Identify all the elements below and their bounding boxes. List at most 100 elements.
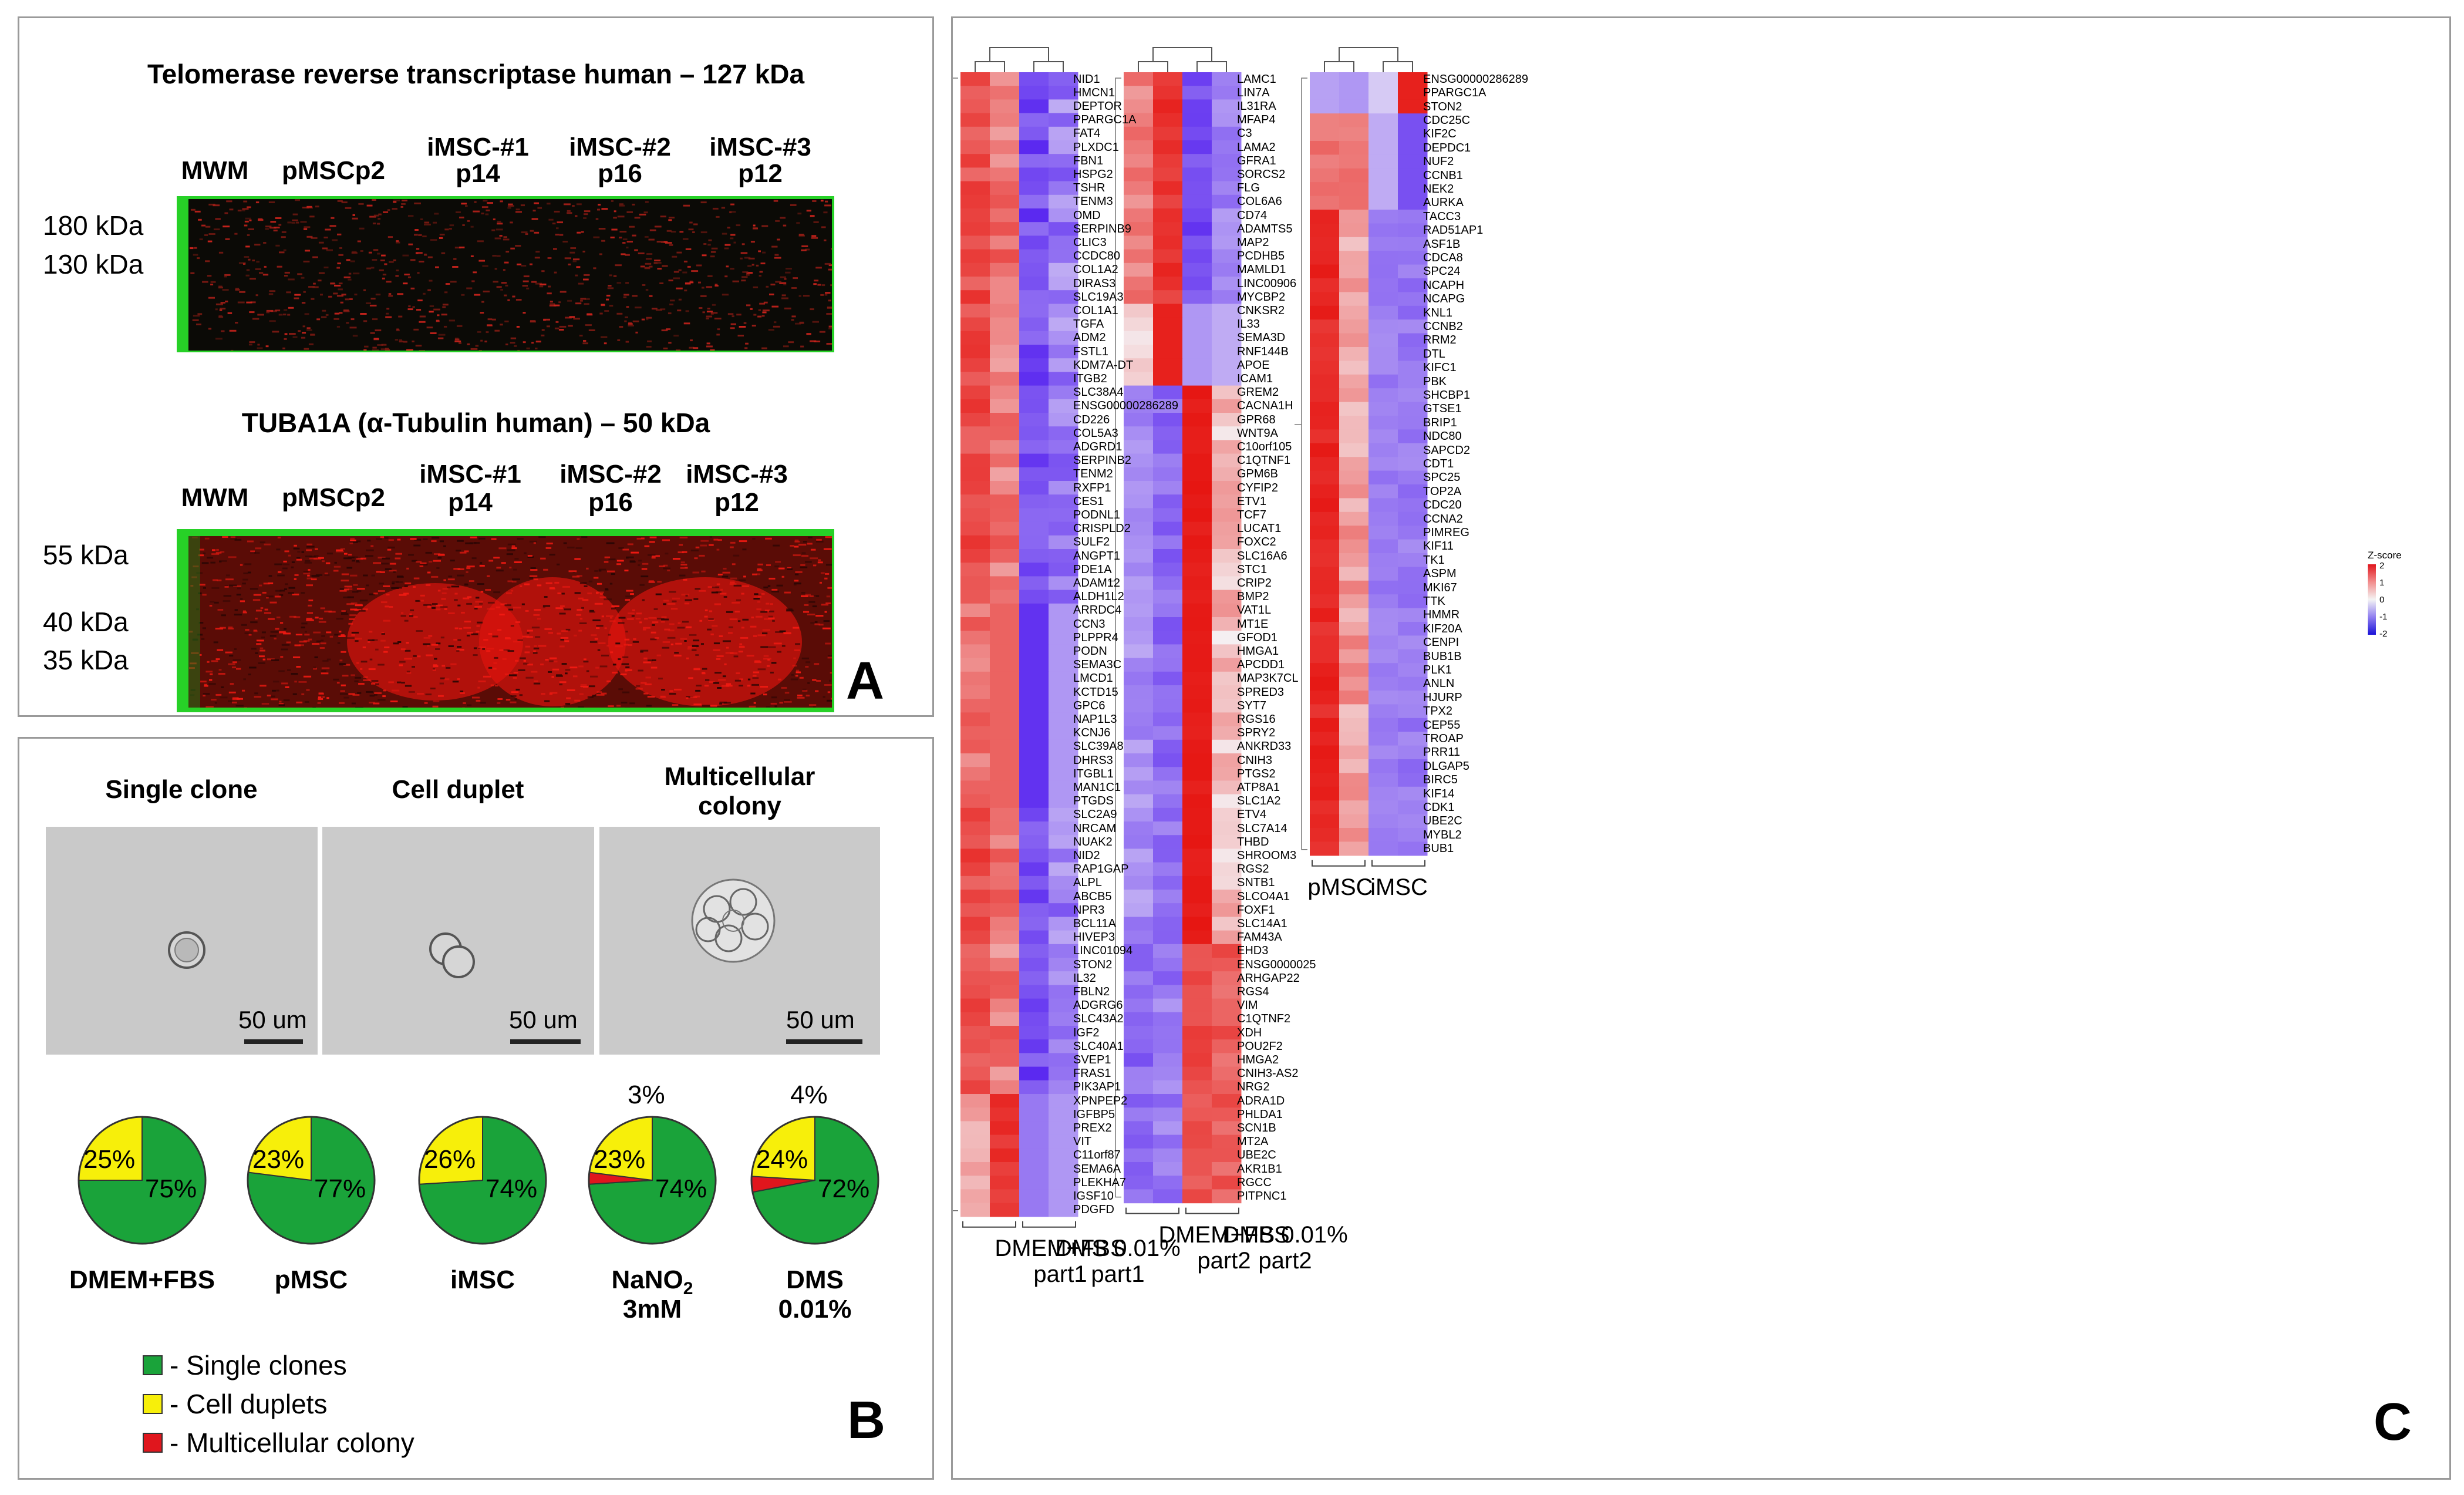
heatmap-cell xyxy=(1368,622,1398,636)
heatmap-cell xyxy=(1124,358,1154,372)
heatmap-cell xyxy=(1153,467,1183,482)
heatmap-cell xyxy=(990,277,1020,291)
gene-label: FOXC2 xyxy=(1237,536,1276,549)
gene-label: PLPPR4 xyxy=(1073,631,1118,644)
heatmap-cell xyxy=(1212,1121,1242,1136)
heatmap-cell xyxy=(960,372,990,386)
heatmap-cell xyxy=(1153,549,1183,563)
heatmap-cell xyxy=(1398,484,1428,499)
gene-label: LMCD1 xyxy=(1073,672,1113,685)
heatmap-cell xyxy=(1019,944,1049,958)
heatmap-cell xyxy=(1019,290,1049,304)
heatmap-cell xyxy=(1153,1039,1183,1053)
gene-label: DEPTOR xyxy=(1073,100,1122,113)
heatmap-cell xyxy=(990,194,1020,209)
zscore-tick: -1 xyxy=(2379,612,2388,622)
gene-label: ICAM1 xyxy=(1237,372,1273,385)
heatmap-cell xyxy=(1339,470,1369,485)
heatmap-cell xyxy=(1212,890,1242,904)
heatmap-cell xyxy=(1368,676,1398,691)
gene-label: C11orf87 xyxy=(1073,1149,1121,1162)
heatmap-cell xyxy=(1398,305,1428,320)
heatmap-cell xyxy=(990,1039,1020,1053)
gene-label: CDC20 xyxy=(1423,499,1462,512)
heatmap-cell xyxy=(1019,222,1049,236)
heatmap-cell xyxy=(1019,699,1049,713)
heatmap-cell xyxy=(1049,862,1078,877)
condition-name: NaNO xyxy=(611,1265,683,1294)
heatmap-cell xyxy=(960,72,990,86)
heatmap-cell xyxy=(1212,86,1242,100)
gene-label: PIK3AP1 xyxy=(1073,1080,1121,1094)
heatmap-cell xyxy=(1398,580,1428,595)
heatmap-cell xyxy=(1339,388,1369,403)
heatmap-cell xyxy=(1398,773,1428,787)
heatmap-cell xyxy=(1398,210,1428,224)
heatmap-cell xyxy=(960,413,990,427)
heatmap-cell xyxy=(1310,594,1340,609)
heatmap-cell xyxy=(1339,526,1369,540)
heatmap-cell xyxy=(1368,113,1398,128)
heatmap-cell xyxy=(990,154,1020,168)
heatmap-cell xyxy=(1124,590,1154,604)
heatmap-cell xyxy=(960,208,990,223)
heatmap-cell xyxy=(960,440,990,454)
heatmap-cell xyxy=(1153,1053,1183,1068)
heatmap-cell xyxy=(1019,494,1049,509)
heatmap-cell xyxy=(990,576,1020,591)
heatmap-cell xyxy=(1368,237,1398,251)
heatmap-cell xyxy=(1019,385,1049,400)
heatmap-cell xyxy=(1049,917,1078,931)
heatmap-cell xyxy=(1339,498,1369,513)
heatmap-cell xyxy=(1310,223,1340,238)
condition-line2: 3mM xyxy=(622,1295,682,1324)
gene-label: PITPNC1 xyxy=(1237,1190,1287,1203)
heatmap-cell xyxy=(960,998,990,1013)
gene-label: CNIH3 xyxy=(1237,753,1273,767)
heatmap-cell xyxy=(1019,1094,1049,1108)
heatmap-cell xyxy=(1019,99,1049,114)
heatmap-cell xyxy=(1339,429,1369,444)
heatmap-cell xyxy=(1049,930,1078,945)
heatmap-cell xyxy=(1124,576,1154,591)
gene-label: COL1A1 xyxy=(1073,304,1118,317)
heatmap-cell xyxy=(1310,567,1340,581)
heatmap-cell xyxy=(1212,685,1242,699)
heatmap-cell xyxy=(1049,807,1078,822)
column-label: DMEM+FBS xyxy=(995,1235,1126,1261)
heatmap-cell xyxy=(1124,876,1154,890)
pie-condition-label: pMSC xyxy=(223,1265,399,1295)
heatmap-cell xyxy=(1398,539,1428,554)
heatmap-cell xyxy=(1212,277,1242,291)
heatmap-cell xyxy=(1398,416,1428,430)
heatmap-cell xyxy=(1019,821,1049,836)
heatmap-cell xyxy=(960,780,990,795)
heatmap-cell xyxy=(960,140,990,154)
heatmap-cell xyxy=(960,549,990,563)
heatmap-cell xyxy=(990,113,1020,127)
gene-label: LINC01094 xyxy=(1073,944,1133,958)
heatmap-cell xyxy=(1368,457,1398,472)
gene-label: CDC25C xyxy=(1423,113,1471,127)
heatmap-cell xyxy=(1212,99,1242,114)
heatmap-cell xyxy=(960,181,990,196)
gene-label: KCNJ6 xyxy=(1073,726,1111,740)
heatmap-cell xyxy=(1182,862,1212,877)
heatmap-cell xyxy=(1153,235,1183,250)
heatmap-cell xyxy=(1049,631,1078,645)
heatmap-cell xyxy=(1310,635,1340,650)
heatmap-cell xyxy=(1368,388,1398,403)
heatmap-cell xyxy=(1124,1039,1154,1053)
heatmap-cell xyxy=(960,399,990,413)
heatmap-cell xyxy=(1124,1176,1154,1190)
heatmap-cell xyxy=(1049,726,1078,740)
heatmap-cell xyxy=(1368,278,1398,292)
heatmap-cell xyxy=(1153,140,1183,154)
heatmap-cell xyxy=(1019,671,1049,686)
heatmap-cell xyxy=(990,494,1020,509)
heatmap-cell xyxy=(1124,631,1154,645)
heatmap-cell xyxy=(1049,154,1078,168)
heatmap-cell xyxy=(960,1053,990,1068)
heatmap-cell xyxy=(1212,1012,1242,1026)
heatmap-cell xyxy=(1019,521,1049,536)
